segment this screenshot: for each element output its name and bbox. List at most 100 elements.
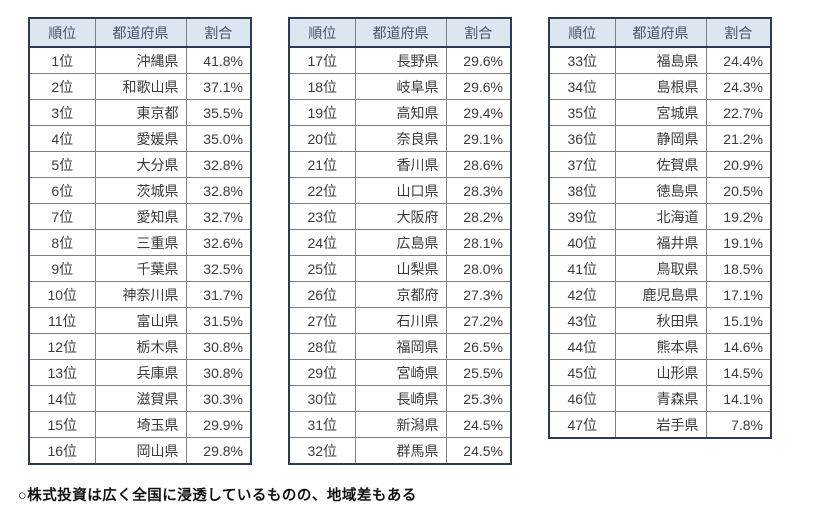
percentage-cell: 29.1% — [445, 125, 512, 152]
rank-cell: 6位 — [28, 177, 96, 204]
percentage-cell: 19.2% — [705, 203, 772, 230]
percentage-cell: 25.5% — [445, 359, 512, 386]
prefecture-cell: 愛知県 — [94, 203, 187, 230]
rank-cell: 5位 — [28, 151, 96, 178]
prefecture-column-header: 都道府県 — [94, 17, 187, 48]
rank-cell: 17位 — [288, 46, 356, 74]
rank-column-header: 順位 — [288, 17, 356, 48]
percentage-cell: 41.8% — [185, 46, 252, 74]
prefecture-cell: 滋賀県 — [94, 385, 187, 412]
table-row: 18位 岐阜県 29.6% — [288, 73, 512, 100]
rank-cell: 38位 — [548, 177, 616, 204]
percentage-cell: 29.6% — [445, 73, 512, 100]
rank-cell: 12位 — [28, 333, 96, 360]
rank-cell: 37位 — [548, 151, 616, 178]
table-row: 14位 滋賀県 30.3% — [28, 385, 252, 412]
header-row: 順位 都道府県 割合 — [548, 17, 772, 48]
table-row: 37位 佐賀県 20.9% — [548, 151, 772, 178]
percentage-cell: 22.7% — [705, 99, 772, 126]
rank-cell: 30位 — [288, 385, 356, 412]
rank-column-header: 順位 — [548, 17, 616, 48]
rank-cell: 25位 — [288, 255, 356, 282]
ranking-table-1: 順位 都道府県 割合 1位 沖縄県 41.8% 2位 和歌山県 37.1% 3位… — [28, 17, 252, 465]
percentage-cell: 14.5% — [705, 359, 772, 386]
prefecture-cell: 愛媛県 — [94, 125, 187, 152]
percentage-cell: 31.5% — [185, 307, 252, 334]
prefecture-cell: 大阪府 — [354, 203, 447, 230]
percentage-cell: 28.6% — [445, 151, 512, 178]
rank-cell: 44位 — [548, 333, 616, 360]
rank-cell: 14位 — [28, 385, 96, 412]
percentage-cell: 29.9% — [185, 411, 252, 438]
rank-cell: 36位 — [548, 125, 616, 152]
rank-cell: 4位 — [28, 125, 96, 152]
table-row: 11位 富山県 31.5% — [28, 307, 252, 334]
rank-cell: 28位 — [288, 333, 356, 360]
prefecture-cell: 佐賀県 — [614, 151, 707, 178]
table-row: 10位 神奈川県 31.7% — [28, 281, 252, 308]
percentage-cell: 24.3% — [705, 73, 772, 100]
percentage-cell: 17.1% — [705, 281, 772, 308]
ranking-table-2: 順位 都道府県 割合 17位 長野県 29.6% 18位 岐阜県 29.6% 1… — [288, 17, 512, 465]
rank-cell: 24位 — [288, 229, 356, 256]
table-row: 27位 石川県 27.2% — [288, 307, 512, 334]
table-row: 9位 千葉県 32.5% — [28, 255, 252, 282]
prefecture-cell: 三重県 — [94, 229, 187, 256]
rank-cell: 20位 — [288, 125, 356, 152]
table-row: 16位 岡山県 29.8% — [28, 437, 252, 465]
rank-cell: 23位 — [288, 203, 356, 230]
table-row: 45位 山形県 14.5% — [548, 359, 772, 386]
table-row: 44位 熊本県 14.6% — [548, 333, 772, 360]
table-row: 47位 岩手県 7.8% — [548, 411, 772, 439]
table-row: 24位 広島県 28.1% — [288, 229, 512, 256]
table-row: 13位 兵庫県 30.8% — [28, 359, 252, 386]
rank-cell: 42位 — [548, 281, 616, 308]
prefecture-cell: 長野県 — [354, 46, 447, 74]
prefecture-cell: 京都府 — [354, 281, 447, 308]
percentage-cell: 37.1% — [185, 73, 252, 100]
prefecture-cell: 北海道 — [614, 203, 707, 230]
prefecture-cell: 静岡県 — [614, 125, 707, 152]
prefecture-cell: 熊本県 — [614, 333, 707, 360]
table-row: 7位 愛知県 32.7% — [28, 203, 252, 230]
rank-cell: 45位 — [548, 359, 616, 386]
header-row: 順位 都道府県 割合 — [28, 17, 252, 48]
header-row: 順位 都道府県 割合 — [288, 17, 512, 48]
table-row: 2位 和歌山県 37.1% — [28, 73, 252, 100]
table-row: 35位 宮城県 22.7% — [548, 99, 772, 126]
table-row: 6位 茨城県 32.8% — [28, 177, 252, 204]
prefecture-cell: 茨城県 — [94, 177, 187, 204]
percentage-cell: 20.5% — [705, 177, 772, 204]
prefecture-cell: 東京都 — [94, 99, 187, 126]
rank-column-header: 順位 — [28, 17, 96, 48]
table-row: 42位 鹿児島県 17.1% — [548, 281, 772, 308]
prefecture-cell: 秋田県 — [614, 307, 707, 334]
percentage-cell: 28.0% — [445, 255, 512, 282]
prefecture-cell: 奈良県 — [354, 125, 447, 152]
table-row: 23位 大阪府 28.2% — [288, 203, 512, 230]
percentage-cell: 30.8% — [185, 333, 252, 360]
table-row: 8位 三重県 32.6% — [28, 229, 252, 256]
prefecture-column-header: 都道府県 — [614, 17, 707, 48]
rank-cell: 34位 — [548, 73, 616, 100]
rank-cell: 29位 — [288, 359, 356, 386]
prefecture-cell: 鹿児島県 — [614, 281, 707, 308]
table-row: 41位 鳥取県 18.5% — [548, 255, 772, 282]
table-row: 39位 北海道 19.2% — [548, 203, 772, 230]
prefecture-cell: 大分県 — [94, 151, 187, 178]
table-row: 36位 静岡県 21.2% — [548, 125, 772, 152]
table-row: 26位 京都府 27.3% — [288, 281, 512, 308]
percentage-cell: 30.3% — [185, 385, 252, 412]
rank-cell: 21位 — [288, 151, 356, 178]
prefecture-cell: 青森県 — [614, 385, 707, 412]
percentage-cell: 20.9% — [705, 151, 772, 178]
prefecture-cell: 宮崎県 — [354, 359, 447, 386]
rank-cell: 18位 — [288, 73, 356, 100]
percentage-cell: 21.2% — [705, 125, 772, 152]
table-row: 4位 愛媛県 35.0% — [28, 125, 252, 152]
prefecture-cell: 千葉県 — [94, 255, 187, 282]
prefecture-cell: 石川県 — [354, 307, 447, 334]
table-row: 29位 宮崎県 25.5% — [288, 359, 512, 386]
prefecture-cell: 岐阜県 — [354, 73, 447, 100]
rank-cell: 16位 — [28, 437, 96, 465]
